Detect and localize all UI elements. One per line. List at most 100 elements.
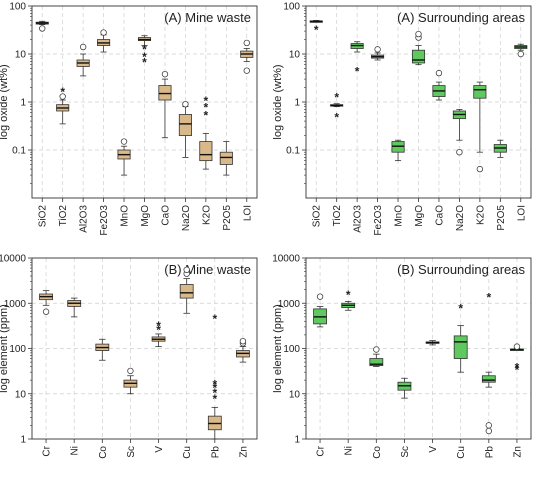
outlier-circle [182, 100, 189, 108]
y-tick-label: 100 [283, 344, 300, 355]
outlier-star: * [212, 392, 217, 406]
box-pb: ***** [207, 312, 222, 440]
y-axis-label: log element (ppm) [272, 304, 284, 393]
box-al2o3 [76, 43, 90, 77]
x-tick-label-cr: Cr [316, 445, 327, 456]
outlier-star: * [515, 361, 520, 375]
box-sio2 [35, 20, 49, 32]
box-iqr [473, 85, 487, 99]
box-al2o3: * [350, 41, 364, 79]
x-tick-label-na2o: Na2O [181, 205, 192, 231]
y-axis-label: log oxide (wt%) [0, 64, 10, 139]
x-tick-label-na2o: Na2O [455, 205, 466, 231]
outlier-circle [100, 29, 107, 36]
outlier-circle [485, 422, 493, 429]
x-tick-label-p2o5: P2O5 [222, 205, 233, 231]
outlier-star: * [156, 319, 161, 333]
outlier-circle [316, 293, 324, 300]
panel-a-mine-waste: 0.1 1 10 100 SiO2 TiO2 Al2O3 Fe2O3 MnO MgO CaO Na2O… [0, 2, 258, 236]
y-tick-label: 10 [289, 50, 301, 61]
outlier-circle [120, 138, 128, 145]
box-iqr [481, 375, 496, 383]
box-fe2o3 [371, 46, 385, 61]
outlier-star: * [142, 55, 147, 69]
x-tick-label-cao: CaO [434, 205, 445, 226]
box-mno [391, 139, 405, 162]
plot-frame [31, 5, 258, 199]
box-cr [39, 290, 53, 315]
box-mno [117, 138, 131, 176]
x-tick-label-fe2o3: Fe2O3 [99, 205, 110, 236]
outlier-star: * [212, 312, 217, 326]
x-tick-label-sio2: SiO2 [38, 205, 49, 228]
x-tick-label-sio2: SiO2 [312, 205, 323, 228]
x-tick-label-mno: MnO [394, 205, 405, 227]
outlier-circle [374, 46, 381, 53]
box-iqr [369, 358, 384, 366]
box-loi [514, 43, 528, 58]
box-sc [397, 377, 412, 399]
outlier-circle [79, 43, 87, 51]
outlier-star: * [314, 23, 319, 37]
box-fe2o3 [97, 29, 111, 53]
outlier-circle [456, 148, 463, 156]
outlier-star: * [142, 43, 147, 57]
outlier-circle [161, 70, 169, 78]
y-axis-label: log oxide (wt%) [272, 64, 284, 139]
y-tick-label: 1000 [278, 299, 301, 310]
x-tick-label-sc: Sc [126, 446, 137, 458]
panel-a-surrounding-areas: 0.1 1 10 100 SiO2 TiO2 Al2O3 Fe2O3 MnO MgO CaO Na2O… [272, 2, 532, 236]
y-tick-label: 10000 [0, 254, 26, 265]
box-k2o: *** [199, 94, 213, 170]
outlier-star: * [204, 101, 209, 115]
box-na2o [452, 109, 466, 156]
x-tick-label-zn: Zn [238, 446, 249, 458]
x-tick-label-pb: Pb [210, 446, 221, 459]
outlier-star: * [60, 85, 65, 99]
x-tick-label-al2o3: Al2O3 [79, 205, 90, 233]
plot-frame [31, 257, 258, 440]
x-tick-label-k2o: K2O [475, 205, 486, 225]
box-k2o [473, 81, 487, 173]
outlier-star: * [142, 50, 147, 64]
outlier-star: * [212, 377, 217, 391]
box-cao [432, 69, 446, 101]
x-tick-label-cr: Cr [42, 445, 53, 456]
box-na2o [178, 100, 192, 158]
y-tick-label: 100 [9, 344, 26, 355]
y-tick-label: 1 [294, 435, 300, 446]
box-iqr [453, 335, 468, 359]
x-tick-label-zn: Zn [512, 446, 523, 458]
outlier-circle [476, 165, 484, 173]
box-co [369, 346, 384, 367]
x-tick-label-co: Co [98, 446, 109, 459]
outlier-circle [59, 93, 66, 100]
x-tick-label-loi: LOI [242, 205, 253, 221]
box-iqr [219, 151, 233, 165]
box-mgo [411, 30, 426, 66]
outlier-circle [39, 25, 46, 32]
box-pb: * [481, 291, 496, 435]
x-tick-label-pb: Pb [484, 446, 495, 459]
x-tick-label-k2o: K2O [201, 205, 212, 225]
y-tick-label: 1 [294, 98, 300, 109]
outlier-circle [243, 67, 250, 74]
box-sc [123, 367, 138, 395]
box-loi [240, 39, 254, 74]
outlier-circle [485, 427, 493, 435]
box-ni: * [341, 288, 356, 311]
outlier-circle [127, 367, 134, 375]
outlier-star: * [355, 65, 360, 79]
y-tick-label: 100 [283, 2, 300, 13]
y-tick-label: 0.1 [12, 146, 26, 157]
x-tick-label-mgo: MgO [414, 205, 425, 227]
y-tick-label: 10 [15, 389, 27, 400]
box-iqr [158, 85, 172, 101]
outlier-star: * [212, 381, 217, 395]
outlier-star: * [212, 386, 217, 400]
x-tick-label-ni: Ni [70, 446, 81, 455]
outlier-star: * [515, 363, 520, 377]
plot-frame [305, 5, 532, 199]
outlier-circle [415, 30, 422, 38]
outlier-star: * [486, 291, 491, 305]
